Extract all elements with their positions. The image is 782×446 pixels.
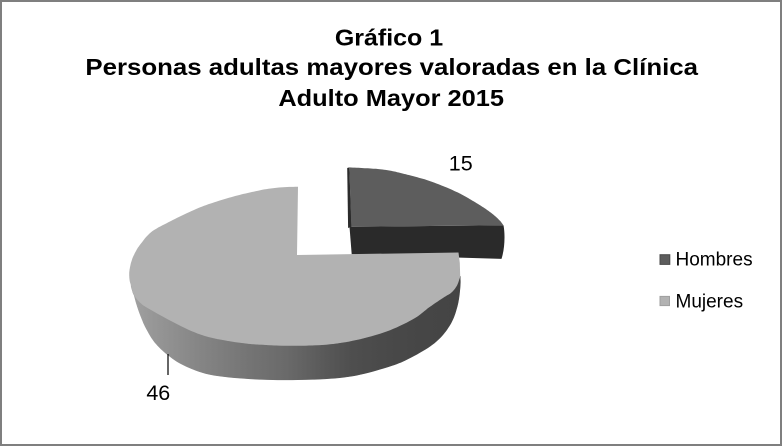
svg-text:Gráfico 1: Gráfico 1 [335, 25, 443, 51]
svg-text:15: 15 [449, 152, 473, 176]
svg-text:Personas adultas mayores valor: Personas adultas mayores valoradas en la… [85, 55, 698, 80]
svg-text:46: 46 [146, 381, 170, 405]
svg-text:Hombres: Hombres [676, 250, 753, 271]
svg-text:Adulto Mayor 2015: Adulto Mayor 2015 [278, 86, 504, 112]
svg-text:Mujeres: Mujeres [676, 292, 744, 313]
